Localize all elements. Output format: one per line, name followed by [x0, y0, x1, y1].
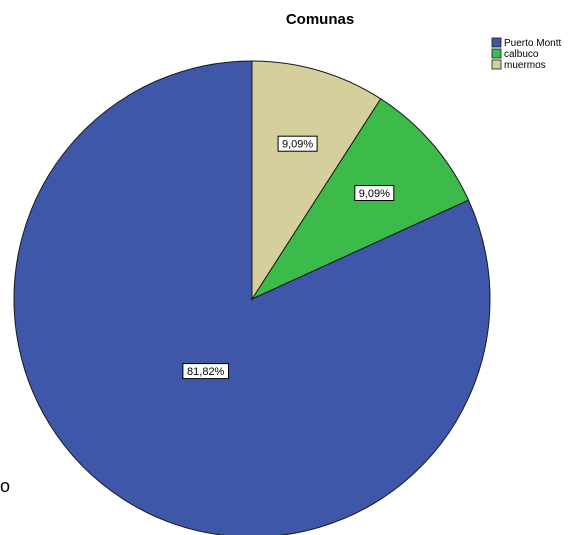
pie-slices [13, 60, 491, 535]
legend-swatch-calbuco [491, 48, 502, 59]
legend-label-calbuco: calbuco [504, 49, 539, 60]
slice-label-box [182, 363, 229, 380]
legend-swatch-muermos [491, 59, 502, 70]
pie-slice-labels: 81,82% 9,09% 9,09% [182, 135, 395, 380]
legend-label-puerto-montt: Puerto Montt [504, 38, 561, 49]
stray-character: o [0, 476, 10, 496]
slice-label-text: 81,82% [187, 366, 225, 378]
slice-label-box [354, 185, 395, 201]
slice-label-muermos: 9,09% [277, 135, 318, 152]
legend-swatch-puerto-montt [491, 37, 502, 48]
legend-label-muermos: muermos [504, 60, 546, 71]
pie-slice-puerto-montt [13, 60, 491, 535]
slice-label-calbuco: 9,09% [354, 185, 395, 201]
slice-label-puerto-montt: 81,82% [182, 363, 229, 380]
pie-slice-muermos [251, 60, 382, 301]
chart-title: Comunas [286, 11, 354, 28]
slice-label-text: 9,09% [359, 188, 390, 200]
slice-label-box [277, 135, 318, 152]
slice-label-text: 9,09% [282, 139, 313, 151]
